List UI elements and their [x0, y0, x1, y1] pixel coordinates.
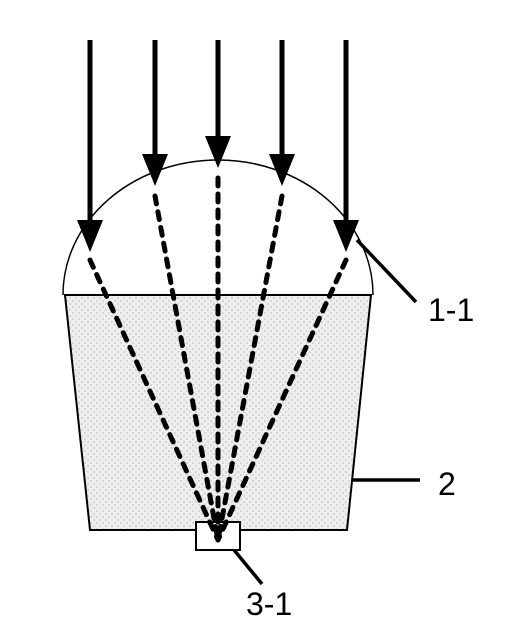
label-1-1: 1-1	[428, 292, 474, 329]
leader-line-2	[234, 550, 262, 584]
incoming-ray-head-1	[142, 154, 168, 186]
incoming-ray-head-4	[333, 220, 359, 252]
incoming-ray-head-2	[205, 136, 231, 168]
incoming-ray-head-3	[269, 154, 295, 186]
incoming-ray-head-0	[77, 220, 103, 252]
leader-line-0	[357, 240, 416, 302]
label-3-1: 3-1	[246, 586, 292, 623]
label-2: 2	[438, 466, 456, 503]
